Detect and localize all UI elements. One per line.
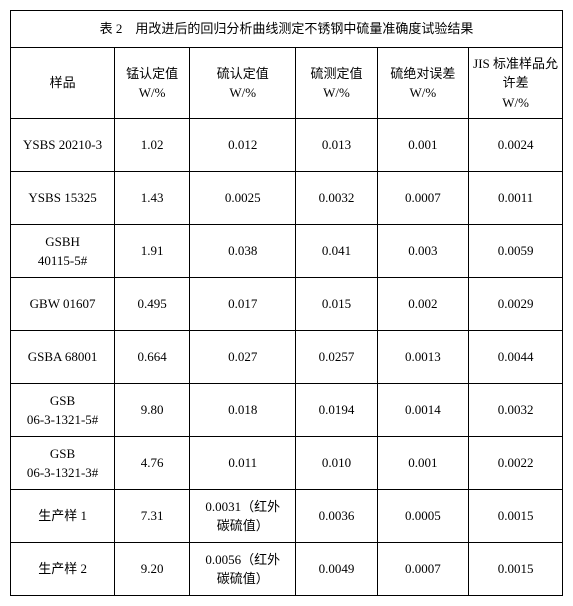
cell-mn: 9.20	[115, 543, 190, 596]
table-title-row: 表 2 用改进后的回归分析曲线测定不锈钢中硫量准确度试验结果	[11, 11, 563, 48]
cell-s-cert: 0.0031（红外碳硫值）	[190, 490, 296, 543]
table-header-row: 样品 锰认定值W/% 硫认定值W/% 硫测定值W/% 硫绝对误差W/% JIS …	[11, 48, 563, 119]
cell-s-meas: 0.0036	[296, 490, 377, 543]
cell-s-meas: 0.0257	[296, 331, 377, 384]
cell-s-abs: 0.0013	[377, 331, 469, 384]
cell-sample: YSBS 20210-3	[11, 119, 115, 172]
cell-jis: 0.0029	[469, 278, 563, 331]
cell-s-meas: 0.0194	[296, 384, 377, 437]
cell-s-meas: 0.041	[296, 225, 377, 278]
table-row: YSBS 15325 1.43 0.0025 0.0032 0.0007 0.0…	[11, 172, 563, 225]
cell-s-abs: 0.0005	[377, 490, 469, 543]
cell-jis: 0.0024	[469, 119, 563, 172]
cell-s-cert: 0.027	[190, 331, 296, 384]
table-row: GSBA 68001 0.664 0.027 0.0257 0.0013 0.0…	[11, 331, 563, 384]
cell-s-abs: 0.001	[377, 437, 469, 490]
cell-s-abs: 0.0007	[377, 543, 469, 596]
cell-s-abs: 0.0014	[377, 384, 469, 437]
col-header-s-cert: 硫认定值W/%	[190, 48, 296, 119]
cell-jis: 0.0022	[469, 437, 563, 490]
table-row: 生产样 1 7.31 0.0031（红外碳硫值） 0.0036 0.0005 0…	[11, 490, 563, 543]
cell-s-meas: 0.0049	[296, 543, 377, 596]
col-header-jis: JIS 标准样品允许差W/%	[469, 48, 563, 119]
cell-sample: GBW 01607	[11, 278, 115, 331]
cell-jis: 0.0015	[469, 490, 563, 543]
cell-s-cert: 0.018	[190, 384, 296, 437]
cell-s-abs: 0.002	[377, 278, 469, 331]
cell-mn: 0.495	[115, 278, 190, 331]
col-header-mn: 锰认定值W/%	[115, 48, 190, 119]
cell-s-cert: 0.0056（红外碳硫值）	[190, 543, 296, 596]
table-row: 生产样 2 9.20 0.0056（红外碳硫值） 0.0049 0.0007 0…	[11, 543, 563, 596]
cell-mn: 7.31	[115, 490, 190, 543]
cell-sample: 生产样 2	[11, 543, 115, 596]
table-row: YSBS 20210-3 1.02 0.012 0.013 0.001 0.00…	[11, 119, 563, 172]
cell-mn: 1.91	[115, 225, 190, 278]
cell-mn: 1.43	[115, 172, 190, 225]
table-title: 表 2 用改进后的回归分析曲线测定不锈钢中硫量准确度试验结果	[11, 11, 563, 48]
cell-s-abs: 0.001	[377, 119, 469, 172]
cell-sample: GSBA 68001	[11, 331, 115, 384]
cell-jis: 0.0059	[469, 225, 563, 278]
cell-sample: GSB06-3-1321-3#	[11, 437, 115, 490]
cell-s-meas: 0.010	[296, 437, 377, 490]
col-header-s-meas: 硫测定值W/%	[296, 48, 377, 119]
cell-mn: 1.02	[115, 119, 190, 172]
cell-mn: 4.76	[115, 437, 190, 490]
cell-jis: 0.0044	[469, 331, 563, 384]
cell-s-cert: 0.038	[190, 225, 296, 278]
table-row: GSBH40115-5# 1.91 0.038 0.041 0.003 0.00…	[11, 225, 563, 278]
table-row: GSB06-3-1321-3# 4.76 0.011 0.010 0.001 0…	[11, 437, 563, 490]
table-row: GBW 01607 0.495 0.017 0.015 0.002 0.0029	[11, 278, 563, 331]
cell-sample: YSBS 15325	[11, 172, 115, 225]
cell-s-abs: 0.003	[377, 225, 469, 278]
cell-mn: 9.80	[115, 384, 190, 437]
cell-s-meas: 0.0032	[296, 172, 377, 225]
results-table: 表 2 用改进后的回归分析曲线测定不锈钢中硫量准确度试验结果 样品 锰认定值W/…	[10, 10, 563, 596]
cell-s-meas: 0.015	[296, 278, 377, 331]
cell-jis: 0.0011	[469, 172, 563, 225]
cell-s-meas: 0.013	[296, 119, 377, 172]
cell-sample: GSB06-3-1321-5#	[11, 384, 115, 437]
cell-jis: 0.0015	[469, 543, 563, 596]
cell-mn: 0.664	[115, 331, 190, 384]
col-header-sample: 样品	[11, 48, 115, 119]
cell-s-cert: 0.011	[190, 437, 296, 490]
table-row: GSB06-3-1321-5# 9.80 0.018 0.0194 0.0014…	[11, 384, 563, 437]
cell-sample: 生产样 1	[11, 490, 115, 543]
cell-s-cert: 0.017	[190, 278, 296, 331]
cell-jis: 0.0032	[469, 384, 563, 437]
cell-s-cert: 0.0025	[190, 172, 296, 225]
cell-s-cert: 0.012	[190, 119, 296, 172]
col-header-s-abs: 硫绝对误差W/%	[377, 48, 469, 119]
cell-s-abs: 0.0007	[377, 172, 469, 225]
cell-sample: GSBH40115-5#	[11, 225, 115, 278]
